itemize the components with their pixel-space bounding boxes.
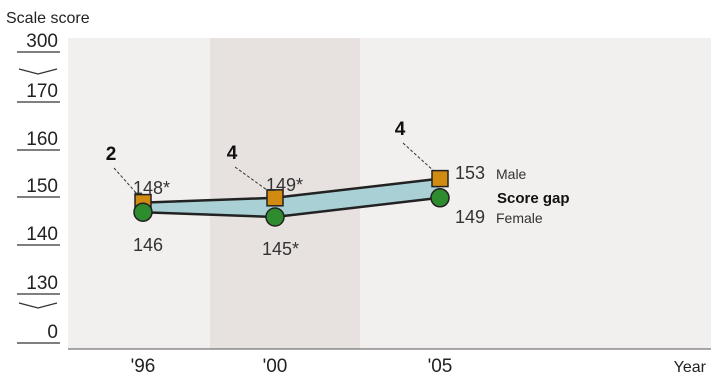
female-data-label: 149: [455, 207, 485, 227]
y-tick-label: 300: [26, 31, 58, 52]
male-data-label: 148*: [133, 178, 170, 198]
axis-break-mark: [18, 68, 58, 75]
axis-break-marks: [18, 68, 58, 309]
score-gap-value: 4: [227, 143, 238, 164]
axis-break-mark: [18, 302, 58, 309]
score-gap-value: 4: [395, 119, 406, 140]
x-axis-ticks: '96 '00 '05: [131, 356, 453, 377]
score-gap-value: 2: [106, 144, 117, 165]
x-tick-label: '00: [263, 356, 288, 377]
y-axis-title: Scale score: [6, 10, 90, 27]
data-labels: 148* 149* 153 146 145* 149: [133, 163, 485, 259]
data-markers: [133, 169, 450, 227]
y-axis-ticks: 300 170 160 150 140 130 0: [17, 31, 60, 344]
y-tick-label: 140: [26, 224, 58, 245]
legend-female: Female: [496, 210, 543, 226]
series-legend: Male Score gap Female: [496, 166, 570, 226]
x-tick-label: '05: [428, 356, 453, 377]
x-tick-label: '96: [131, 356, 156, 377]
female-marker-circle: [265, 207, 285, 227]
y-tick-label: 170: [26, 81, 58, 102]
x-axis-title: Year: [674, 359, 707, 376]
y-tick-label: 0: [47, 322, 58, 343]
female-marker-circle: [133, 202, 153, 222]
male-marker-square: [266, 189, 284, 207]
y-tick-label: 150: [26, 176, 58, 197]
y-tick-label: 160: [26, 129, 58, 150]
male-data-label: 153: [455, 163, 485, 183]
male-data-label: 149*: [266, 175, 303, 195]
y-tick-label: 130: [26, 273, 58, 294]
female-marker-circle: [430, 188, 450, 208]
legend-score-gap: Score gap: [497, 190, 570, 207]
male-marker-square: [431, 169, 449, 188]
legend-male: Male: [496, 166, 527, 182]
female-data-label: 145*: [262, 239, 299, 259]
female-data-label: 146: [133, 235, 163, 255]
